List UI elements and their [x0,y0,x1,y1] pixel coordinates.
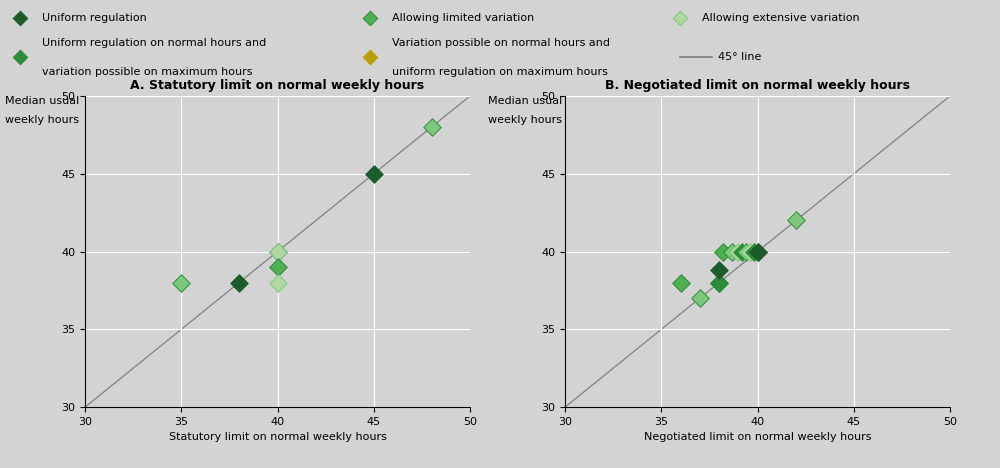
Text: 45° line: 45° line [718,52,761,62]
Point [711,266,727,274]
Title: B. Negotiated limit on normal weekly hours: B. Negotiated limit on normal weekly hou… [605,79,910,92]
Text: weekly hours: weekly hours [488,115,562,124]
X-axis label: Negotiated limit on normal weekly hours: Negotiated limit on normal weekly hours [644,432,871,442]
X-axis label: Statutory limit on normal weekly hours: Statutory limit on normal weekly hours [169,432,386,442]
Point [362,53,378,61]
Point [738,248,754,255]
Point [362,14,378,21]
Text: Allowing extensive variation: Allowing extensive variation [702,13,860,22]
Point [270,279,286,286]
Point [715,248,731,255]
Text: Uniform regulation on normal hours and: Uniform regulation on normal hours and [42,38,266,48]
Point [270,248,286,255]
Point [734,248,750,255]
Point [742,248,758,255]
Point [672,14,688,21]
Point [724,248,740,255]
Text: variation possible on maximum hours: variation possible on maximum hours [42,66,252,77]
Point [270,263,286,271]
Point [746,248,762,255]
Text: Median usual: Median usual [5,96,79,106]
Point [750,248,766,255]
Text: Allowing limited variation: Allowing limited variation [392,13,534,22]
Point [173,279,189,286]
Point [711,279,727,286]
Point [12,14,28,21]
Point [672,279,688,286]
Point [692,294,708,302]
Point [730,248,746,255]
Point [270,248,286,255]
Point [750,248,766,255]
Point [788,217,804,224]
Text: uniform regulation on maximum hours: uniform regulation on maximum hours [392,66,608,77]
Point [231,279,247,286]
Text: weekly hours: weekly hours [5,115,79,124]
Point [711,279,727,286]
Title: A. Statutory limit on normal weekly hours: A. Statutory limit on normal weekly hour… [130,79,425,92]
Point [12,53,28,61]
Point [366,170,382,177]
Text: Median usual: Median usual [488,96,562,106]
Text: Variation possible on normal hours and: Variation possible on normal hours and [392,38,610,48]
Point [424,123,440,131]
Text: Uniform regulation: Uniform regulation [42,13,147,22]
